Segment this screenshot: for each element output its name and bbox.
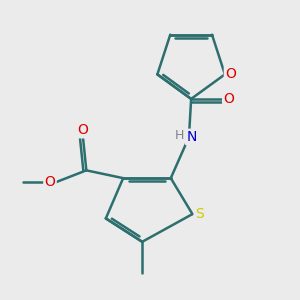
- Text: O: O: [44, 176, 56, 190]
- Text: O: O: [224, 92, 234, 106]
- Text: S: S: [195, 207, 204, 221]
- Text: O: O: [77, 123, 88, 137]
- Text: H: H: [175, 129, 184, 142]
- Text: N: N: [186, 130, 197, 144]
- Text: O: O: [225, 68, 236, 81]
